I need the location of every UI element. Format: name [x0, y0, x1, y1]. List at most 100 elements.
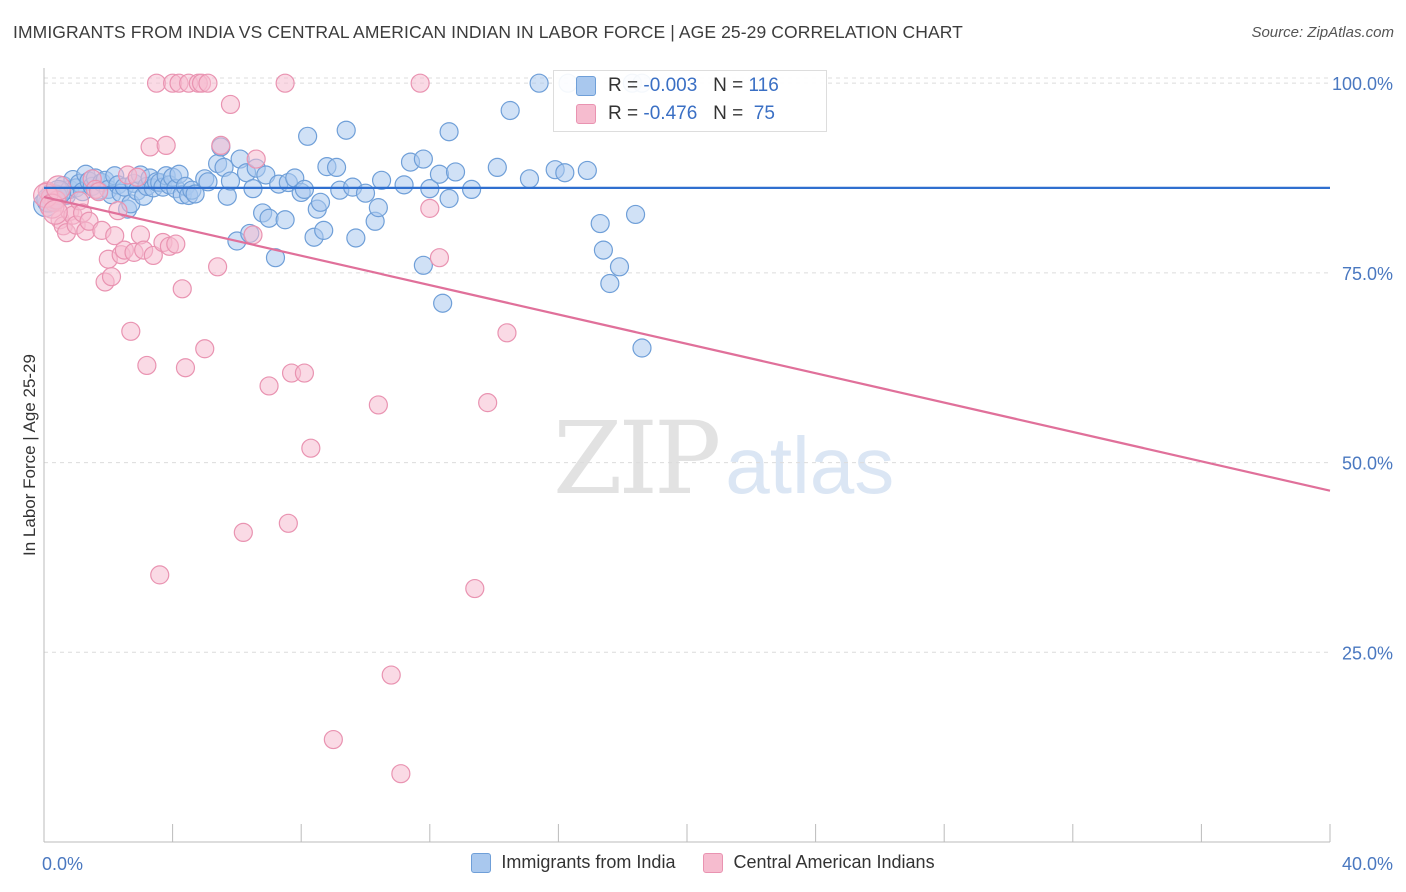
data-point-central-american [150, 565, 170, 585]
y-tick-label: 25.0% [1342, 643, 1393, 663]
series-legend: Immigrants from India Central American I… [0, 852, 1406, 873]
series-legend-swatch-central-american [703, 852, 724, 873]
data-point-india [593, 240, 614, 260]
legend-n-value: 75 [753, 103, 775, 124]
data-point-central-american [497, 323, 517, 343]
y-tick-label: 100.0% [1332, 74, 1393, 94]
data-point-india [371, 170, 392, 190]
data-point-central-american [89, 182, 109, 202]
legend-n-label: N = [713, 103, 744, 124]
legend-swatch-central-american [576, 104, 596, 124]
data-point-india [314, 220, 334, 240]
data-point-india [336, 120, 356, 140]
data-point-central-american [323, 729, 343, 750]
data-point-india [294, 179, 315, 200]
data-point-india [609, 257, 630, 277]
data-point-central-american [140, 137, 160, 157]
data-point-central-american [381, 665, 401, 685]
data-point-central-american [220, 94, 241, 115]
data-point-central-american [156, 135, 176, 155]
data-point-india [555, 163, 575, 183]
y-tick-label: 75.0% [1342, 264, 1393, 284]
data-point-india [600, 273, 620, 294]
data-point-central-american [166, 234, 186, 254]
data-point-central-american [410, 73, 430, 93]
series-legend-india: Immigrants from India [471, 852, 675, 873]
legend-r-value: -0.476 [643, 103, 698, 124]
data-point-india [625, 204, 646, 225]
data-point-central-american [429, 248, 450, 268]
data-point-central-american [127, 167, 147, 187]
legend-n-label: N = [713, 75, 744, 96]
trend-line-central-american [43, 195, 1331, 492]
data-point-india [368, 198, 388, 218]
data-point-central-american [208, 257, 228, 277]
data-point-central-american [246, 149, 266, 169]
watermark: ZIP atlas [553, 400, 894, 517]
data-point-india [433, 293, 453, 313]
data-point-india [298, 126, 318, 146]
watermark-zip: ZIP [553, 400, 721, 517]
data-point-india [275, 210, 295, 230]
data-point-central-american [301, 438, 321, 458]
data-point-india [326, 157, 347, 178]
data-point-india [632, 338, 652, 358]
x-tick-label: 40.0% [1342, 854, 1393, 874]
correlation-legend: R = -0.003 N = 116 R = -0.476 N = 75 [553, 70, 827, 132]
data-point-central-american [243, 225, 263, 245]
data-point-central-american [275, 73, 295, 93]
data-point-central-american [391, 764, 411, 784]
legend-r-label: R = [608, 75, 639, 96]
data-point-central-american [105, 226, 125, 246]
data-point-central-american [121, 321, 141, 341]
data-point-india [198, 172, 218, 192]
data-point-central-american [278, 513, 298, 533]
data-point-india [259, 208, 279, 228]
data-point-central-american [175, 358, 196, 378]
data-point-central-american [198, 73, 218, 93]
data-point-india [439, 122, 459, 142]
data-point-india [185, 184, 205, 204]
x-tick-label: 0.0% [42, 854, 83, 874]
data-point-central-american [478, 393, 498, 413]
data-point-central-american [465, 578, 485, 599]
data-point-central-american [172, 279, 192, 299]
series-legend-central-american: Central American Indians [703, 852, 935, 873]
source-label: Source: ZipAtlas.com [1251, 24, 1394, 41]
data-point-india [461, 179, 482, 200]
data-point-central-american [368, 395, 388, 415]
series-legend-label-india: Immigrants from India [501, 852, 676, 872]
legend-n-value: 116 [748, 75, 779, 96]
data-point-india [590, 213, 610, 234]
data-point-central-american [259, 376, 279, 396]
data-point-central-american [42, 199, 68, 225]
data-point-india [445, 162, 466, 182]
data-point-central-american [137, 355, 157, 376]
watermark-atlas: atlas [725, 421, 895, 510]
legend-row-central-american: R = -0.476 N = 75 [576, 102, 775, 126]
legend-swatch-india [576, 76, 596, 96]
data-point-central-american [420, 198, 440, 218]
series-legend-label-central-american: Central American Indians [733, 852, 935, 872]
data-point-india [310, 192, 331, 212]
data-point-india [429, 164, 450, 184]
data-point-central-american [143, 245, 163, 266]
legend-r-label: R = [608, 103, 639, 124]
y-tick-label: 50.0% [1342, 454, 1393, 474]
data-point-central-american [108, 201, 128, 221]
data-point-central-american [233, 522, 253, 543]
data-point-india [577, 160, 597, 181]
data-point-india [519, 169, 540, 189]
series-legend-swatch-india [471, 852, 492, 873]
data-point-central-american [101, 267, 122, 287]
data-point-india [487, 157, 507, 178]
legend-r-value: -0.003 [643, 75, 698, 96]
data-point-india [394, 175, 414, 195]
data-point-india [529, 73, 549, 93]
data-point-india [439, 188, 459, 209]
data-point-india [413, 255, 433, 275]
data-point-india [500, 100, 520, 121]
data-point-india [220, 171, 241, 191]
data-point-india [265, 248, 286, 268]
